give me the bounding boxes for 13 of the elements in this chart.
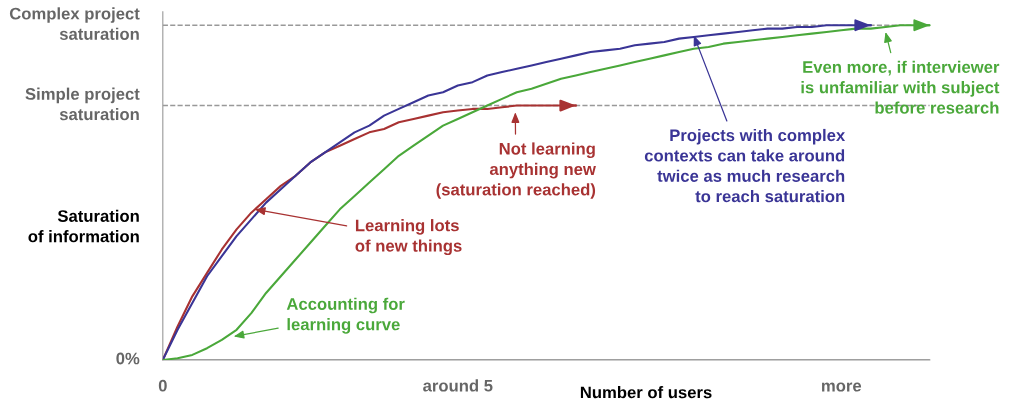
x-tick-label: more <box>822 382 862 392</box>
annotation: Learning lots of new things <box>355 219 462 256</box>
ref-line-label: 0% <box>116 352 140 365</box>
x-tick-label: 0 <box>158 379 167 392</box>
annotation: Projects with complex contexts can take around twice as much research to reach saturation <box>644 128 846 203</box>
x-axis-title: Number of users <box>580 386 712 399</box>
y-axis-title: Saturation of information <box>28 209 139 243</box>
annotation: Accounting for learning curve <box>286 297 405 334</box>
x-tick-label: around 5 <box>423 379 493 392</box>
annotation: Not learning anything new (saturation reached) <box>436 142 596 199</box>
ref-line-label: Simple project saturation <box>25 87 140 121</box>
ref-line-label: Complex project saturation <box>9 7 140 40</box>
annotation: Even more, if interviewer is unfamiliar with subject before research <box>801 60 1000 114</box>
